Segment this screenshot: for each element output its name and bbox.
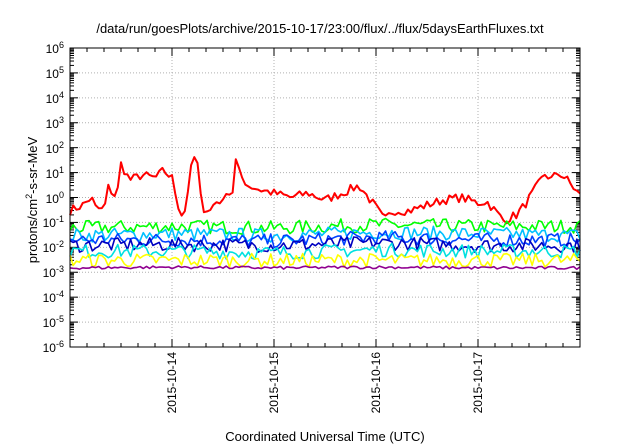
y-tick-label: 10-6 [42, 339, 64, 355]
series-line [69, 156, 581, 225]
series-line [69, 265, 581, 271]
y-tick-label: 104 [45, 89, 64, 106]
y-tick-label: 10-3 [42, 264, 64, 281]
series-line [69, 242, 581, 261]
y-tick-label: 103 [45, 114, 64, 131]
series-line [69, 252, 581, 269]
chart-title: /data/run/goesPlots/archive/2015-10-17/2… [96, 21, 544, 36]
y-tick-label: 10-4 [42, 289, 64, 306]
y-tick-label: 102 [45, 139, 64, 156]
x-axis-label: Coordinated Universal Time (UTC) [225, 429, 425, 444]
y-tick-label: 10-1 [42, 214, 64, 231]
series-line [69, 236, 581, 253]
y-tick-label: 101 [45, 164, 64, 181]
y-tick-label: 100 [45, 189, 64, 206]
y-tick-label: 105 [45, 64, 64, 81]
series-line [69, 225, 581, 243]
y-tick-label: 10-2 [42, 239, 64, 256]
y-tick-label: 106 [45, 40, 64, 56]
plot-frame [69, 47, 581, 348]
y-tick-label: 10-5 [42, 314, 64, 331]
